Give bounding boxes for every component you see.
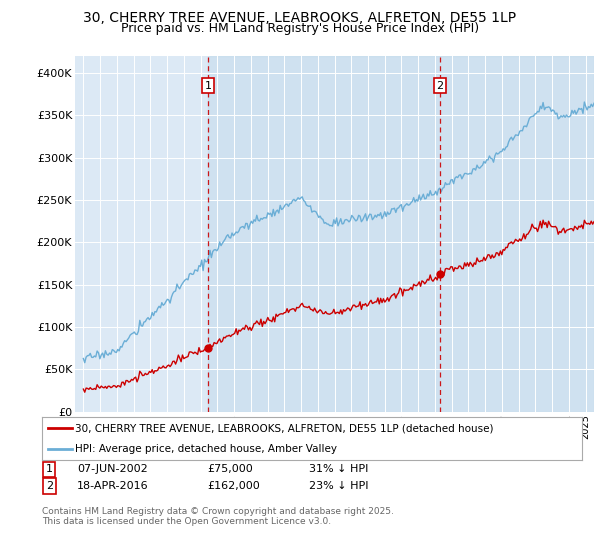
- Text: £162,000: £162,000: [207, 481, 260, 491]
- Text: Contains HM Land Registry data © Crown copyright and database right 2025.
This d: Contains HM Land Registry data © Crown c…: [42, 507, 394, 526]
- Text: 30, CHERRY TREE AVENUE, LEABROOKS, ALFRETON, DE55 1LP (detached house): 30, CHERRY TREE AVENUE, LEABROOKS, ALFRE…: [76, 423, 494, 433]
- Text: 2: 2: [46, 481, 53, 491]
- Text: 1: 1: [46, 464, 53, 474]
- Text: 1: 1: [205, 81, 211, 91]
- Text: 31% ↓ HPI: 31% ↓ HPI: [309, 464, 368, 474]
- Text: £75,000: £75,000: [207, 464, 253, 474]
- Bar: [208, 56, 594, 412]
- Text: 30, CHERRY TREE AVENUE, LEABROOKS, ALFRETON, DE55 1LP: 30, CHERRY TREE AVENUE, LEABROOKS, ALFRE…: [83, 11, 517, 25]
- Text: 07-JUN-2002: 07-JUN-2002: [77, 464, 148, 474]
- Text: 18-APR-2016: 18-APR-2016: [77, 481, 148, 491]
- Text: 23% ↓ HPI: 23% ↓ HPI: [309, 481, 368, 491]
- Text: HPI: Average price, detached house, Amber Valley: HPI: Average price, detached house, Ambe…: [76, 444, 337, 454]
- Text: Price paid vs. HM Land Registry's House Price Index (HPI): Price paid vs. HM Land Registry's House …: [121, 22, 479, 35]
- Text: 2: 2: [436, 81, 443, 91]
